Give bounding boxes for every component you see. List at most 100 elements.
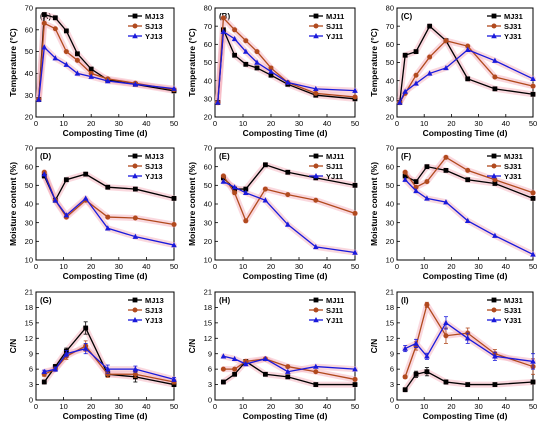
legend-marker (491, 307, 497, 313)
legend-entry: SJ11 (309, 22, 343, 31)
y-tick-label: 50 (25, 47, 33, 56)
series-yj13 (41, 343, 177, 382)
legend-marker (313, 13, 319, 19)
data-point (492, 74, 498, 80)
y-tick-label: 70 (204, 144, 212, 153)
x-tick-label: 20 (447, 402, 455, 411)
data-point (74, 57, 80, 63)
data-point (88, 73, 94, 79)
data-point (52, 366, 59, 372)
plot-frame (35, 7, 175, 118)
data-point (232, 190, 238, 196)
y-tick-label: 30 (386, 218, 394, 227)
y-axis-label: Temperature (°C) (187, 28, 197, 97)
x-tick-label: 10 (420, 402, 428, 411)
series-yj31 (402, 176, 536, 257)
x-tick-label: 30 (115, 402, 123, 411)
legend-marker (132, 307, 138, 313)
x-tick-label: 10 (239, 262, 247, 271)
panel-a: 0 10 20 30 40 50 20 30 40 50 60 70 Composting Time (… (8, 4, 178, 138)
data-point (285, 79, 291, 85)
data-point (313, 90, 319, 96)
y-tick-label: 50 (204, 181, 212, 190)
y-tick-label: 15 (204, 318, 212, 327)
y-tick-label: 21 (386, 288, 394, 297)
legend-marker (313, 153, 319, 159)
y-tick-label: 20 (25, 113, 33, 122)
legend-label: SJ31 (504, 22, 522, 31)
panel-letter: (F) (401, 152, 412, 161)
legend-label: SJ11 (326, 306, 343, 315)
data-point (83, 171, 89, 177)
x-axis-label: Composting Time (d) (423, 411, 508, 421)
x-tick-label: 50 (351, 402, 359, 411)
data-point (231, 184, 238, 190)
data-point (268, 72, 274, 78)
legend-marker (132, 23, 138, 29)
data-point (63, 61, 70, 67)
legend-marker (132, 13, 138, 19)
x-tick-label: 20 (87, 262, 95, 271)
y-axis-label: Temperature (°C) (8, 28, 18, 97)
y-tick-label: 50 (386, 181, 394, 190)
legend-entry: YJ31 (487, 316, 522, 325)
legend-marker (313, 23, 319, 29)
y-tick-label: 0 (390, 396, 394, 405)
y-tick-label: 30 (386, 94, 394, 103)
y-tick-label: 9 (29, 349, 33, 358)
legend-entry: SJ11 (309, 306, 343, 315)
data-point (254, 65, 260, 71)
data-point (464, 335, 471, 341)
data-point (443, 64, 449, 71)
data-point (63, 28, 69, 34)
data-point (220, 366, 226, 372)
legend-marker (491, 23, 497, 29)
y-tick-label: 40 (386, 200, 394, 209)
data-point (232, 366, 238, 372)
y-tick-label: 40 (25, 200, 33, 209)
y-tick-label: 20 (204, 237, 212, 246)
data-point (427, 54, 433, 60)
data-point (402, 52, 408, 58)
legend-entry: SJ11 (309, 162, 343, 171)
legend-marker (491, 13, 497, 19)
data-point (132, 215, 138, 221)
data-point (443, 379, 449, 385)
x-tick-label: 0 (213, 402, 217, 411)
data-point (285, 192, 291, 198)
legend-marker (491, 317, 497, 323)
y-tick-label: 18 (386, 303, 394, 312)
y-axis-label: C/N (187, 339, 197, 354)
data-point (352, 182, 358, 188)
legend-marker (491, 153, 497, 159)
y-tick-label: 40 (204, 76, 212, 85)
data-point (402, 169, 408, 175)
data-point (402, 173, 408, 179)
data-point (413, 80, 419, 86)
x-tick-label: 40 (502, 262, 510, 271)
data-point (232, 27, 238, 33)
data-point (105, 214, 111, 220)
x-tick-label: 10 (420, 262, 428, 271)
plot-frame (35, 291, 175, 401)
x-axis-label: Composting Time (d) (243, 128, 328, 138)
legend-marker (132, 297, 138, 303)
data-point (443, 333, 449, 339)
legend-label: MJ31 (504, 12, 523, 21)
data-point (352, 382, 358, 387)
legend-label: YJ31 (504, 316, 522, 325)
y-tick-label: 3 (390, 380, 394, 389)
legend-entry: SJ31 (487, 22, 522, 31)
data-point (88, 70, 94, 76)
x-tick-label: 50 (170, 402, 178, 411)
data-point (492, 382, 498, 387)
x-tick-label: 10 (59, 119, 67, 128)
data-point (171, 196, 177, 201)
y-tick-label: 0 (29, 396, 33, 405)
panel-i: 0 10 20 30 40 50 0 3 6 9 12 15 18 21 Composting Time (… (369, 288, 537, 421)
x-tick-label: 40 (323, 402, 331, 411)
panel-c: 0 10 20 30 40 50 20 30 40 50 60 70 80 Composting Time… (369, 4, 537, 138)
x-tick-label: 0 (34, 119, 38, 128)
